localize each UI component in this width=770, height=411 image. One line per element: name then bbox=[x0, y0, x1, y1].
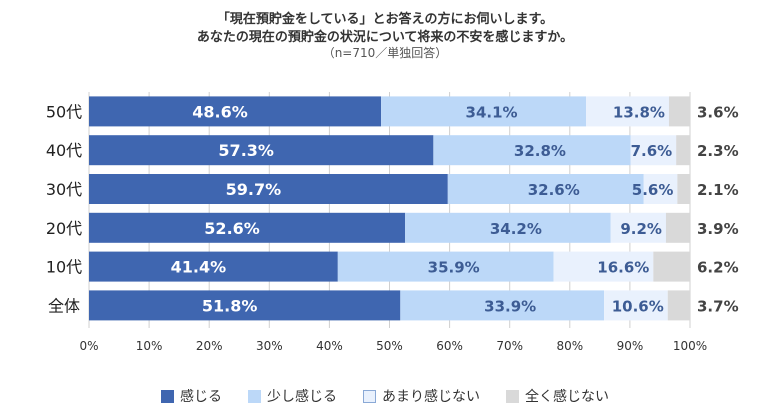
legend-item-feel: 感じる bbox=[161, 386, 222, 406]
legend-label-feel: 感じる bbox=[180, 389, 222, 405]
data-label: 3.7% bbox=[697, 297, 739, 315]
x-tick-label: 60% bbox=[436, 339, 463, 353]
x-tick-label: 100% bbox=[673, 339, 707, 353]
data-label: 3.9% bbox=[697, 220, 739, 238]
data-label: 34.2% bbox=[490, 220, 542, 238]
data-label: 48.6% bbox=[192, 102, 248, 121]
bar-segment bbox=[610, 212, 666, 243]
bar-segment bbox=[405, 212, 611, 243]
legend-swatch-not-much bbox=[363, 389, 376, 403]
data-label: 2.3% bbox=[697, 142, 739, 160]
category-label: 20代 bbox=[46, 219, 82, 238]
category-label: 10代 bbox=[46, 258, 82, 277]
legend-swatch-slightly-feel bbox=[248, 389, 261, 403]
bar-segment bbox=[665, 212, 690, 243]
chart-title-line2: あなたの現在の預貯金の状況について将来の不安を感じますか。 bbox=[196, 30, 574, 45]
stacked-bar-chart: 0% 10% 20% 30% 40% 50% 60% 70% 80% 90% 100% 50代 48.6… bbox=[46, 92, 739, 353]
bar-segment bbox=[447, 174, 644, 204]
bar-segment bbox=[586, 96, 669, 127]
data-label: 51.8% bbox=[202, 296, 258, 315]
data-label: 13.8% bbox=[613, 103, 665, 121]
bar-segment bbox=[89, 290, 401, 321]
x-tick-label: 30% bbox=[256, 339, 283, 353]
chart-legend: 感じる 少し感じる あまり感じない 全く感じない bbox=[0, 386, 770, 406]
data-label: 5.6% bbox=[632, 181, 674, 199]
data-label: 34.1% bbox=[466, 103, 518, 121]
legend-label-not-much: あまり感じない bbox=[382, 389, 480, 405]
bar-segment bbox=[89, 212, 406, 243]
bar-segment bbox=[337, 251, 554, 282]
bar-segment bbox=[667, 290, 690, 321]
x-tick-label: 20% bbox=[196, 339, 223, 353]
data-label: 35.9% bbox=[428, 259, 480, 277]
data-label: 52.6% bbox=[204, 219, 260, 238]
bar-segment bbox=[604, 290, 668, 321]
chart-title-line1: 「現在預貯金をしている」とお答えの方にお伺いします。 bbox=[216, 12, 554, 27]
bar-segment bbox=[89, 96, 382, 127]
data-label: 33.9% bbox=[484, 297, 536, 315]
bar-segment bbox=[400, 290, 605, 321]
data-label: 32.6% bbox=[528, 181, 580, 199]
category-label: 全体 bbox=[48, 296, 80, 315]
data-label: 32.8% bbox=[514, 142, 566, 160]
data-label: 41.4% bbox=[171, 258, 227, 277]
bar-segment bbox=[89, 135, 434, 166]
x-tick-label: 90% bbox=[617, 339, 644, 353]
data-label: 10.6% bbox=[612, 297, 664, 315]
bar-segment bbox=[677, 174, 690, 204]
legend-label-slightly-feel: 少し感じる bbox=[267, 389, 337, 405]
bar-segment bbox=[553, 251, 654, 282]
data-label: 16.6% bbox=[597, 259, 649, 277]
x-tick-label: 80% bbox=[556, 339, 583, 353]
category-label: 30代 bbox=[46, 180, 82, 199]
category-label: 50代 bbox=[46, 102, 82, 121]
data-label: 57.3% bbox=[218, 141, 274, 160]
legend-item-slightly-feel: 少し感じる bbox=[248, 386, 337, 406]
legend-item-not-much: あまり感じない bbox=[363, 386, 480, 406]
bar-segment bbox=[433, 135, 631, 166]
x-tick-label: 10% bbox=[136, 339, 163, 353]
bar-segment bbox=[653, 251, 691, 282]
bar-segment bbox=[643, 174, 678, 204]
bar-segment bbox=[668, 96, 691, 127]
x-tick-label: 70% bbox=[496, 339, 523, 353]
bar-segment bbox=[381, 96, 587, 127]
data-label: 6.2% bbox=[697, 259, 739, 277]
data-label: 59.7% bbox=[226, 180, 282, 199]
chart-sample-note: （n=710／単独回答） bbox=[322, 46, 448, 60]
data-label: 2.1% bbox=[697, 181, 739, 199]
category-label: 40代 bbox=[46, 141, 82, 160]
bar-segment bbox=[630, 135, 677, 166]
x-tick-label: 0% bbox=[79, 339, 98, 353]
bar-segment bbox=[89, 174, 448, 204]
bar-segment bbox=[676, 135, 690, 166]
legend-item-not-at-all: 全く感じない bbox=[506, 386, 609, 406]
data-label: 9.2% bbox=[620, 220, 662, 238]
x-tick-label: 40% bbox=[316, 339, 343, 353]
data-label: 3.6% bbox=[697, 103, 739, 121]
x-tick-label: 50% bbox=[376, 339, 403, 353]
legend-label-not-at-all: 全く感じない bbox=[525, 389, 609, 405]
bar-segment bbox=[89, 251, 338, 282]
data-label: 7.6% bbox=[631, 142, 673, 160]
legend-swatch-not-at-all bbox=[506, 389, 519, 403]
legend-swatch-feel bbox=[161, 389, 174, 403]
